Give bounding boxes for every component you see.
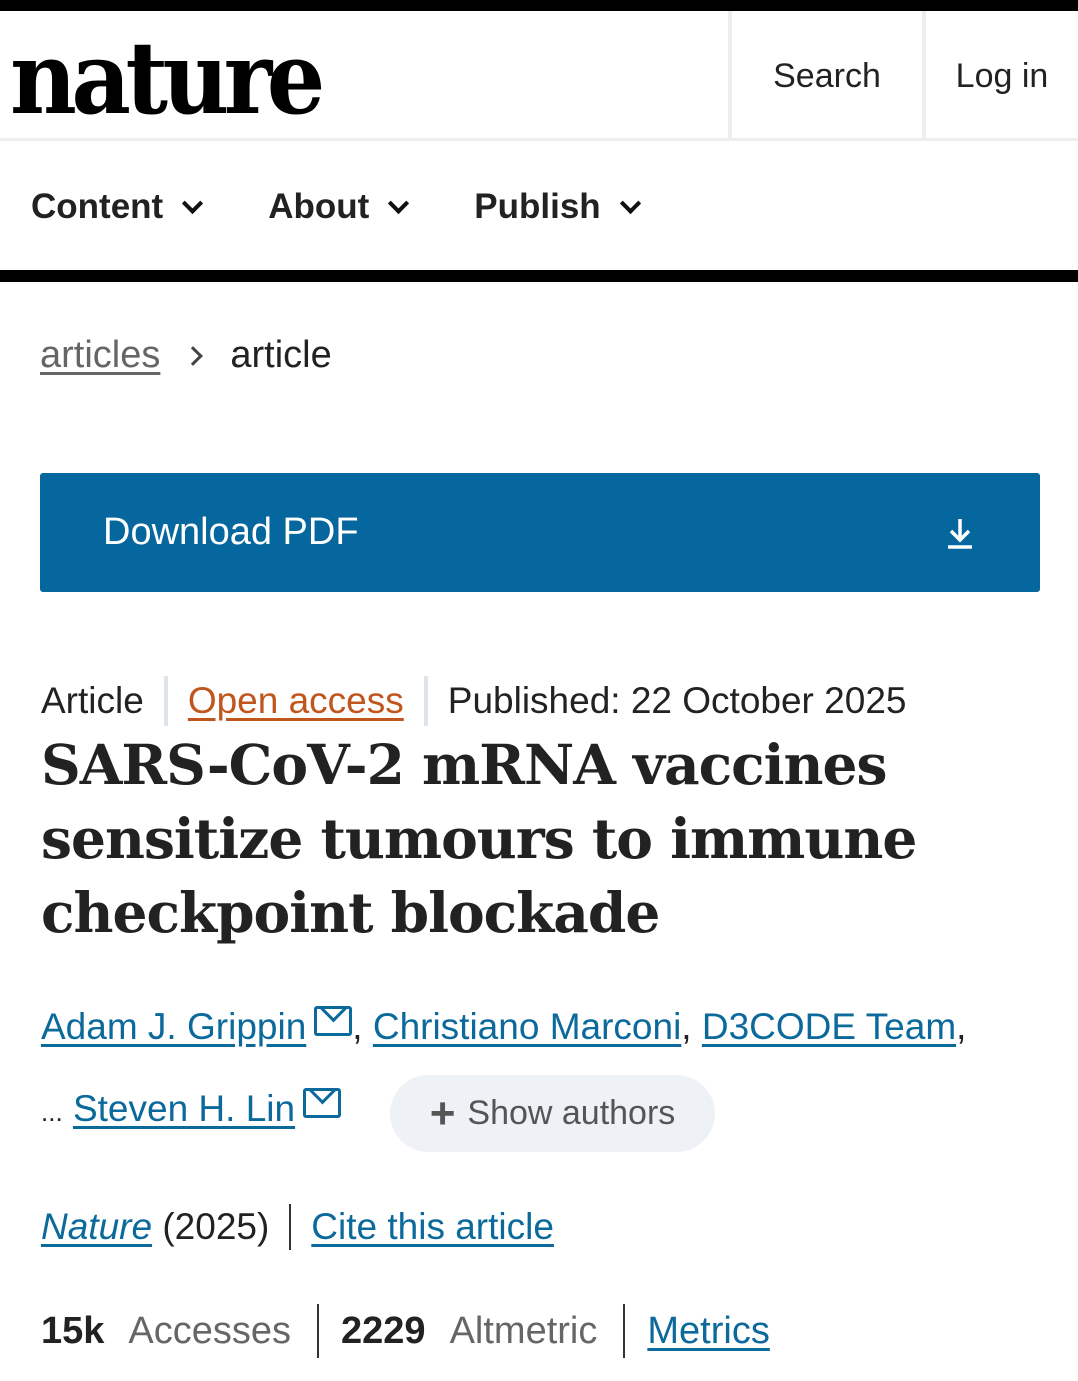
site-header: nature Search Log in [0,11,1078,141]
article-title: SARS-CoV-2 mRNA vaccines sensitize tumou… [41,732,917,945]
search-button[interactable]: Search [728,11,922,141]
author-link[interactable]: Christiano Marconi [372,1006,682,1047]
chevron-down-icon [182,192,204,214]
breadcrumb-current: article [230,334,332,376]
divider [423,676,428,726]
metrics-link[interactable]: Metrics [647,1309,770,1352]
nav-publish[interactable]: Publish [474,187,641,227]
article-meta: Article Open access Published: 22 Octobe… [41,676,906,726]
divider [289,1204,292,1250]
author-link[interactable]: Adam J. Grippin [41,1006,307,1047]
nav-label: Content [31,187,164,226]
main-nav: Content About Publish [0,144,1078,270]
breadcrumb-articles[interactable]: articles [40,334,161,376]
download-pdf-button[interactable]: Download PDF [40,473,1040,592]
show-authors-label: Show authors [467,1094,676,1132]
nav-about[interactable]: About [268,187,410,227]
altmetric-label: Altmetric [449,1309,598,1352]
citation-year: (2025) [162,1206,270,1247]
breadcrumb: articles article [40,334,332,377]
accesses-count: 15k [41,1309,105,1352]
divider [623,1304,626,1358]
cite-article-link[interactable]: Cite this article [311,1206,554,1247]
nav-content[interactable]: Content [31,187,204,227]
download-label: Download PDF [103,511,359,553]
nav-label: Publish [474,187,601,226]
author-link[interactable]: D3CODE Team [701,1006,957,1047]
plus-icon: + [429,1088,456,1138]
login-button[interactable]: Log in [922,11,1078,141]
mail-icon[interactable] [303,1088,342,1118]
divider [317,1304,320,1358]
citation-line: Nature (2025) Cite this article [41,1204,554,1250]
author-list: Adam J. Grippin, Christiano Marconi, D3C… [41,1006,967,1047]
top-bar [0,0,1078,11]
nature-logo[interactable]: nature [10,19,325,137]
nav-divider [0,270,1078,282]
author-list-more: ... Steven H. Lin [41,1088,342,1130]
chevron-down-icon [388,192,410,214]
article-type: Article [41,680,144,721]
nav-label: About [268,187,370,226]
metrics-bar: 15k Accesses 2229 Altmetric Metrics [41,1304,770,1358]
open-access-link[interactable]: Open access [187,680,404,721]
chevron-right-icon [183,345,204,366]
altmetric-score: 2229 [341,1309,426,1352]
accesses-label: Accesses [128,1309,292,1352]
published-date: Published: 22 October 2025 [447,680,907,721]
divider [163,676,168,726]
ellipsis: ... [41,1097,63,1127]
mail-icon[interactable] [314,1006,353,1036]
download-icon [948,518,972,549]
chevron-down-icon [619,192,641,214]
journal-link[interactable]: Nature [41,1206,153,1247]
show-authors-button[interactable]: + Show authors [390,1075,715,1152]
author-link[interactable]: Steven H. Lin [72,1088,296,1129]
